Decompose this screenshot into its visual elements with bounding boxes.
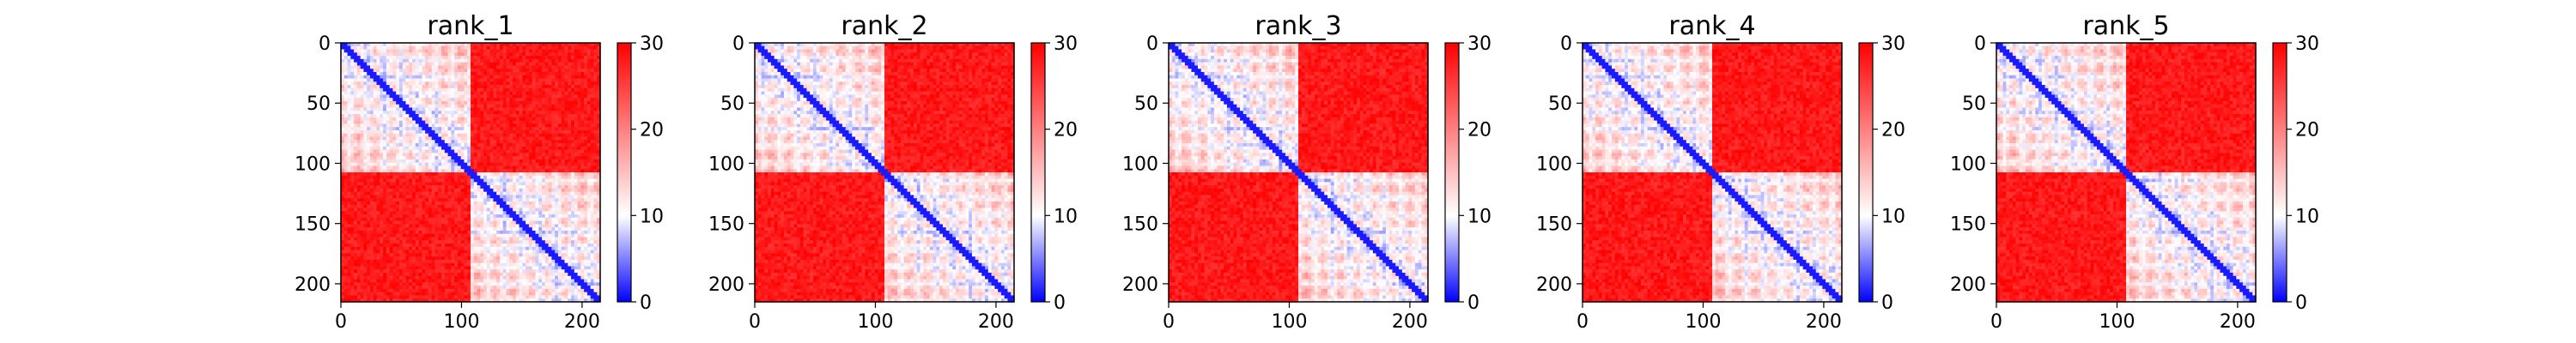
colorbar-tick-label: 10 xyxy=(1467,206,1492,227)
y-tick-label: 0 xyxy=(732,33,744,55)
colorbar: 0 10 20 30 xyxy=(617,33,664,314)
colorbar-tick-label: 0 xyxy=(2295,292,2307,314)
x-tick-label: 0 xyxy=(335,311,347,333)
y-tick-label: 150 xyxy=(1950,214,1986,236)
y-tick-label: 100 xyxy=(1536,153,1572,175)
panel-title: rank_1 xyxy=(427,11,513,41)
colorbar-tick-label: 10 xyxy=(1054,206,1078,227)
x-tick-label: 0 xyxy=(1163,311,1175,333)
y-tick-label: 0 xyxy=(1974,33,1986,55)
colorbar-tick-label: 0 xyxy=(1881,292,1893,314)
y-tick-label: 200 xyxy=(1950,274,1986,296)
colorbar-tick-label: 10 xyxy=(640,206,664,227)
colorbar-gradient xyxy=(2273,43,2287,302)
colorbar-tick-label: 30 xyxy=(640,33,664,55)
y-tick-label: 50 xyxy=(720,93,744,115)
y-tick-label: 50 xyxy=(1548,93,1572,115)
x-tick-label: 200 xyxy=(1806,311,1842,333)
colorbar-tick-label: 20 xyxy=(1467,120,1492,141)
y-axis: 0 50 100 150 200 xyxy=(1536,33,1583,296)
y-tick-label: 0 xyxy=(1560,33,1572,55)
y-tick-label: 50 xyxy=(1134,93,1158,115)
colorbar-gradient xyxy=(1859,43,1873,302)
heatmap-image xyxy=(341,43,601,303)
panel-title: rank_3 xyxy=(1255,11,1341,41)
y-tick-label: 200 xyxy=(1122,274,1158,296)
y-axis: 0 50 100 150 200 xyxy=(708,33,755,296)
x-tick-label: 100 xyxy=(2099,311,2135,333)
colorbar-tick-label: 0 xyxy=(1467,292,1479,314)
x-tick-label: 200 xyxy=(978,311,1014,333)
y-axis: 0 50 100 150 200 xyxy=(295,33,341,296)
colorbar: 0 10 20 30 xyxy=(1031,33,1078,314)
y-tick-label: 200 xyxy=(1536,274,1572,296)
panel-title: rank_5 xyxy=(2082,11,2169,41)
x-tick-label: 0 xyxy=(1990,311,2002,333)
colorbar-tick-label: 10 xyxy=(1881,206,1905,227)
x-axis: 0 100 200 xyxy=(749,302,1014,333)
colorbar-tick-label: 20 xyxy=(1054,120,1078,141)
colorbar-tick-label: 30 xyxy=(1881,33,1905,55)
x-axis: 0 100 200 xyxy=(1163,302,1428,333)
y-tick-label: 200 xyxy=(295,274,331,296)
colorbar-gradient xyxy=(1031,43,1045,302)
x-tick-label: 200 xyxy=(2220,311,2256,333)
y-tick-label: 100 xyxy=(1950,153,1986,175)
x-tick-label: 200 xyxy=(1392,311,1428,333)
y-tick-label: 50 xyxy=(1962,93,1986,115)
colorbar-tick-label: 30 xyxy=(1467,33,1492,55)
heatmap-image xyxy=(1169,43,1429,303)
colorbar-gradient xyxy=(617,43,631,302)
x-axis: 0 100 200 xyxy=(1990,302,2256,333)
colorbar-tick-label: 0 xyxy=(640,292,652,314)
heatmap-image xyxy=(755,43,1015,303)
y-tick-label: 100 xyxy=(708,153,744,175)
x-tick-label: 100 xyxy=(1685,311,1721,333)
y-tick-label: 150 xyxy=(1122,214,1158,236)
colorbar: 0 10 20 30 xyxy=(1859,33,1905,314)
x-tick-label: 200 xyxy=(564,311,600,333)
x-tick-label: 0 xyxy=(1577,311,1589,333)
y-tick-label: 150 xyxy=(1536,214,1572,236)
heatmap-image xyxy=(1583,43,1843,303)
y-tick-label: 150 xyxy=(708,214,744,236)
colorbar: 0 10 20 30 xyxy=(1445,33,1492,314)
y-tick-label: 0 xyxy=(319,33,331,55)
x-tick-label: 100 xyxy=(857,311,893,333)
colorbar-tick-label: 30 xyxy=(2295,33,2319,55)
colorbar-tick-label: 0 xyxy=(1054,292,1066,314)
colorbar: 0 10 20 30 xyxy=(2273,33,2319,314)
colorbar-tick-label: 10 xyxy=(2295,206,2319,227)
x-axis: 0 100 200 xyxy=(1577,302,1842,333)
y-axis: 0 50 100 150 200 xyxy=(1122,33,1169,296)
y-tick-label: 100 xyxy=(1122,153,1158,175)
x-tick-label: 0 xyxy=(749,311,761,333)
y-tick-label: 150 xyxy=(295,214,331,236)
colorbar-tick-label: 20 xyxy=(640,120,664,141)
y-tick-label: 200 xyxy=(708,274,744,296)
panel-title: rank_2 xyxy=(841,11,927,41)
x-axis: 0 100 200 xyxy=(335,302,600,333)
y-tick-label: 100 xyxy=(295,153,331,175)
y-axis: 0 50 100 150 200 xyxy=(1950,33,1996,296)
panel-title: rank_4 xyxy=(1668,11,1755,41)
heatmap-image xyxy=(1996,43,2257,303)
x-tick-label: 100 xyxy=(443,311,479,333)
y-tick-label: 0 xyxy=(1146,33,1158,55)
colorbar-tick-label: 30 xyxy=(1054,33,1078,55)
colorbar-tick-label: 20 xyxy=(2295,120,2319,141)
colorbar-gradient xyxy=(1445,43,1459,302)
colorbar-tick-label: 20 xyxy=(1881,120,1905,141)
x-tick-label: 100 xyxy=(1271,311,1307,333)
y-tick-label: 50 xyxy=(307,93,331,115)
